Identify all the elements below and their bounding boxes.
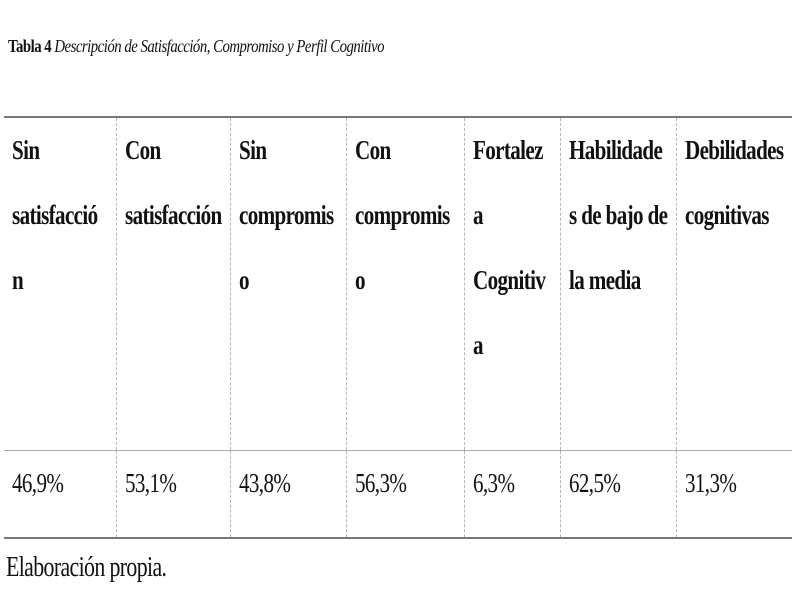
table-cell: 6,3% <box>463 450 560 538</box>
header-label: Fortaleza Cognitiva <box>472 135 546 360</box>
header-cell: Sin compromiso <box>229 117 346 451</box>
cell-value: 56,3% <box>354 468 407 498</box>
table-cell: 31,3% <box>675 450 792 538</box>
header-cell: Con satisfacción <box>115 117 230 451</box>
cell-value: 46,9% <box>12 468 64 498</box>
data-table: Sin satisfacción Con satisfacción Sin co… <box>4 116 792 539</box>
cell-value: 31,3% <box>684 468 737 498</box>
header-label: Con compromiso <box>354 135 450 295</box>
header-cell: Debilidades cognitivas <box>675 117 792 451</box>
header-cell: Con compromiso <box>345 117 464 451</box>
table-caption: Tabla 4 Descripción de Satisfacción, Com… <box>8 36 385 57</box>
table-caption-label: Tabla 4 <box>8 36 52 56</box>
header-label: Sin compromiso <box>238 135 334 295</box>
cell-value: 53,1% <box>124 468 177 498</box>
cell-value: 6,3% <box>472 468 515 498</box>
table-cell: 43,8% <box>229 450 346 538</box>
table-header-row: Sin satisfacción Con satisfacción Sin co… <box>4 117 792 451</box>
table-cell: 53,1% <box>115 450 230 538</box>
header-label: Sin satisfacción <box>12 135 98 295</box>
header-cell: Habilidades de bajo de la media <box>559 117 676 451</box>
table-cell: 46,9% <box>4 451 116 539</box>
header-label: Habilidades de bajo de la media <box>568 135 668 295</box>
cell-value: 62,5% <box>568 468 621 498</box>
cell-value: 43,8% <box>238 468 291 498</box>
table-cell: 56,3% <box>345 450 464 538</box>
header-label: Con satisfacción <box>124 135 222 230</box>
header-cell: Fortaleza Cognitiva <box>463 117 560 451</box>
data-table-container: Sin satisfacción Con satisfacción Sin co… <box>4 116 792 539</box>
table-row: 46,9% 53,1% 43,8% 56,3% 6,3% 62,5% 31,3% <box>4 450 792 539</box>
header-label: Debilidades cognitivas <box>684 135 784 230</box>
table-cell: 62,5% <box>559 450 676 538</box>
table-note: Elaboración propia. <box>6 552 167 583</box>
header-cell: Sin satisfacción <box>4 117 116 451</box>
table-caption-title: Descripción de Satisfacción, Compromiso … <box>54 36 385 56</box>
